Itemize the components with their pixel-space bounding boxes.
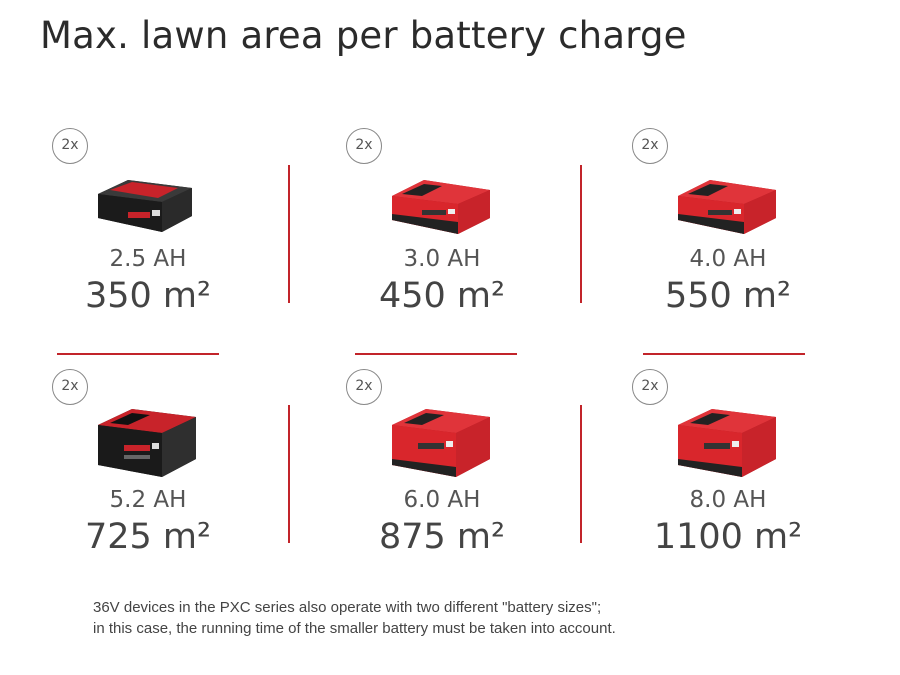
battery-4-0ah-icon (678, 180, 776, 234)
page-title: Max. lawn area per battery charge (40, 14, 687, 57)
lawn-area: 450 m² (378, 276, 506, 316)
multiplier-badge: 2x (632, 128, 668, 164)
multiplier-badge: 2x (52, 128, 88, 164)
horizontal-divider (355, 353, 517, 355)
horizontal-divider (643, 353, 805, 355)
battery-capacity: 4.0 AH (689, 246, 767, 272)
lawn-area: 875 m² (378, 517, 506, 557)
battery-card-6-0ah: 2x 6.0 AH 875 m² (346, 369, 546, 599)
battery-card-4-0ah: 2x 4.0 AH 550 m² (632, 128, 832, 358)
horizontal-divider (57, 353, 219, 355)
footnote-line-1: 36V devices in the PXC series also opera… (93, 599, 602, 616)
lawn-area: 550 m² (664, 276, 792, 316)
multiplier-badge: 2x (346, 128, 382, 164)
footnote: 36V devices in the PXC series also opera… (93, 597, 616, 639)
battery-2-5ah-icon (98, 180, 192, 232)
battery-capacity: 5.2 AH (109, 487, 187, 513)
vertical-divider (288, 405, 290, 543)
vertical-divider (580, 405, 582, 543)
multiplier-badge: 2x (346, 369, 382, 405)
battery-card-5-2ah: 2x 5.2 AH 725 m² (52, 369, 252, 599)
battery-6-0ah-icon (392, 409, 490, 477)
battery-card-2-5ah: 2x 2.5 AH 350 m² (52, 128, 252, 358)
battery-card-3-0ah: 2x 3.0 AH 450 m² (346, 128, 546, 358)
battery-capacity: 3.0 AH (403, 246, 481, 272)
lawn-area: 725 m² (84, 517, 212, 557)
battery-8-0ah-icon (678, 409, 776, 477)
vertical-divider (288, 165, 290, 303)
battery-capacity: 6.0 AH (403, 487, 481, 513)
multiplier-badge: 2x (632, 369, 668, 405)
battery-card-8-0ah: 2x 8.0 AH 1100 m² (632, 369, 832, 599)
lawn-area: 350 m² (84, 276, 212, 316)
multiplier-badge: 2x (52, 369, 88, 405)
lawn-area: 1100 m² (653, 517, 803, 557)
footnote-line-2: in this case, the running time of the sm… (93, 620, 616, 637)
battery-5-2ah-icon (98, 409, 196, 477)
battery-capacity: 8.0 AH (689, 487, 767, 513)
vertical-divider (580, 165, 582, 303)
battery-capacity: 2.5 AH (109, 246, 187, 272)
battery-3-0ah-icon (392, 180, 490, 234)
